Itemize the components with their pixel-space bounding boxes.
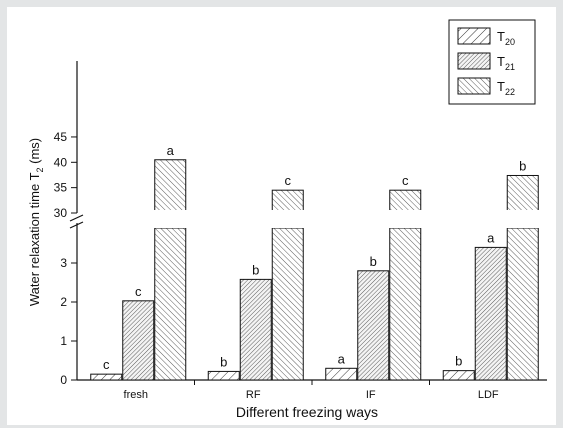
bar-break-gap [388, 210, 422, 228]
legend-label-t22: T22 [497, 79, 515, 97]
y-axis-title: Water relaxation time T2 (ms) [27, 138, 45, 306]
x-tick-label: IF [366, 389, 376, 401]
bar-lower-segment [389, 227, 422, 381]
y-tick-label: 30 [54, 206, 68, 220]
legend-label-t20: T20 [497, 29, 515, 47]
y-tick-label: 3 [60, 256, 67, 270]
significance-letter: b [455, 354, 462, 369]
chart-figure: c c a b b c a b c b a b fresh RF IF LDF 0 1 2 3 30 35 40 45 Di… [7, 7, 556, 425]
significance-letter: a [338, 351, 346, 366]
x-tick-label: fresh [124, 389, 148, 401]
y-tick-label: 1 [60, 334, 67, 348]
bar-break-gap [153, 210, 187, 228]
significance-letter: a [167, 143, 175, 158]
bar-break-gap [506, 210, 540, 228]
y-tick-label: 40 [54, 155, 68, 169]
significance-letter: c [135, 284, 142, 299]
bar [357, 270, 390, 381]
legend: T20 T21 T22 [448, 19, 536, 105]
significance-letter: b [519, 158, 526, 173]
axis-break-mark [69, 214, 84, 222]
y-tick-label: 45 [54, 130, 68, 144]
bar [90, 373, 123, 381]
y-tick-label: 0 [60, 373, 67, 387]
significance-letter: b [370, 254, 377, 269]
y-tick-label: 2 [60, 295, 67, 309]
bar-break-gap [271, 210, 305, 228]
bar-upper-segment [389, 189, 422, 212]
bar [325, 367, 358, 381]
legend-swatch-t22 [457, 77, 491, 95]
y-tick-label: 35 [54, 181, 68, 195]
bar [442, 370, 475, 381]
bar-upper-segment [154, 159, 187, 212]
x-tick-label: LDF [478, 389, 499, 401]
bar [207, 370, 240, 381]
legend-swatch-t20 [457, 27, 491, 45]
significance-letter: b [252, 262, 259, 277]
significance-letter: a [487, 230, 495, 245]
bar [122, 300, 155, 381]
bar [474, 246, 507, 381]
significance-letter: b [220, 354, 227, 369]
bar-upper-segment [271, 189, 304, 212]
legend-swatch-t21 [457, 52, 491, 70]
bar-lower-segment [154, 227, 187, 381]
x-tick-label: RF [246, 389, 261, 401]
x-axis-title: Different freezing ways [236, 404, 378, 420]
significance-letter: c [285, 173, 292, 188]
bar-lower-segment [271, 227, 304, 381]
bar-upper-segment [506, 174, 539, 212]
significance-letter: c [103, 357, 110, 372]
bar-chart: c c a b b c a b c b a b fresh RF IF LDF 0 1 2 3 30 35 40 45 Di… [27, 19, 547, 420]
legend-label-t21: T21 [497, 54, 515, 72]
bar [239, 278, 272, 381]
axis-break-mark [69, 221, 84, 229]
significance-letter: c [402, 173, 409, 188]
bar-lower-segment [506, 227, 539, 381]
